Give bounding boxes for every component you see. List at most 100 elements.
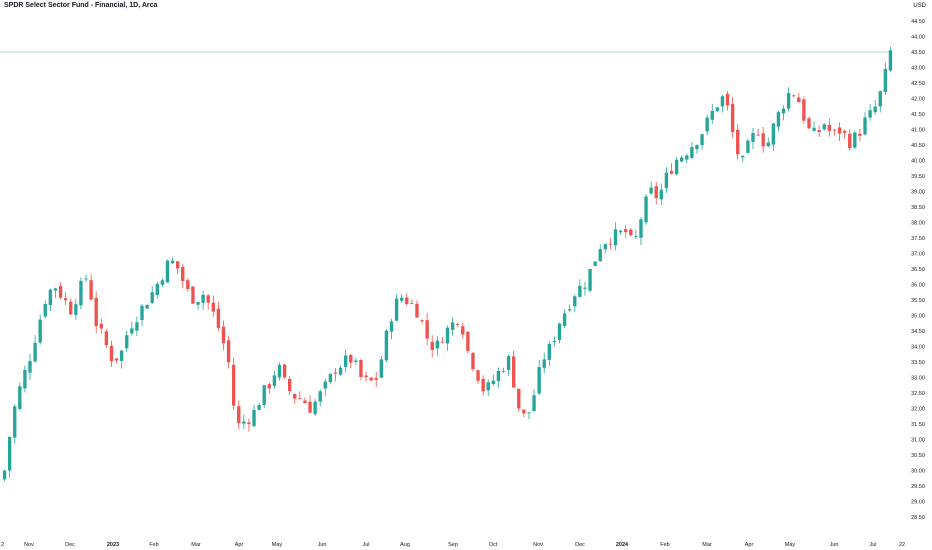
candle-up bbox=[38, 319, 42, 343]
candle-down bbox=[303, 400, 307, 404]
y-tick-label: 34.00 bbox=[911, 345, 925, 351]
candle-down bbox=[293, 394, 297, 399]
candle-down bbox=[669, 170, 674, 174]
candle-up bbox=[74, 304, 78, 315]
candle-up bbox=[252, 410, 256, 427]
candle-down bbox=[802, 99, 806, 121]
candle-down bbox=[282, 364, 287, 378]
candle-up bbox=[583, 287, 587, 289]
candle-down bbox=[608, 243, 613, 245]
candle-down bbox=[58, 286, 63, 298]
candle-up bbox=[155, 283, 159, 296]
candle-down bbox=[186, 280, 190, 289]
x-tick-label: Jun bbox=[318, 542, 327, 548]
candle-up bbox=[196, 302, 200, 305]
y-tick-label: 42.50 bbox=[911, 81, 925, 87]
candle-up bbox=[552, 340, 557, 343]
candle-down bbox=[359, 360, 363, 377]
candle-down bbox=[369, 377, 373, 381]
y-tick-label: 40.00 bbox=[911, 159, 925, 165]
candle-down bbox=[654, 186, 658, 199]
y-tick-label: 40.50 bbox=[911, 143, 925, 149]
candle-down bbox=[481, 378, 485, 392]
x-tick-label: Jul bbox=[362, 542, 369, 548]
candle-up bbox=[700, 134, 704, 146]
x-tick-label: Nov bbox=[24, 542, 34, 548]
candle-down bbox=[267, 384, 271, 389]
currency-label: USD bbox=[913, 3, 926, 9]
candle-down bbox=[247, 422, 251, 424]
candle-down bbox=[517, 388, 521, 409]
candle-up bbox=[435, 340, 439, 349]
candle-up bbox=[527, 412, 531, 414]
candle-down bbox=[99, 323, 103, 329]
candle-up bbox=[562, 313, 567, 326]
y-tick-label: 36.50 bbox=[911, 267, 925, 273]
candle-down bbox=[440, 341, 445, 343]
candle-up bbox=[613, 229, 618, 246]
y-tick-label: 31.00 bbox=[911, 438, 925, 444]
candle-down bbox=[420, 320, 424, 322]
candle-up bbox=[822, 124, 826, 130]
candle-up bbox=[165, 260, 170, 283]
x-tick-label: Jul bbox=[869, 542, 876, 548]
candle-up bbox=[593, 261, 597, 266]
y-tick-label: 31.50 bbox=[911, 422, 925, 428]
candle-down bbox=[827, 124, 832, 131]
candle-down bbox=[461, 326, 465, 335]
x-tick-label: 2024 bbox=[616, 542, 629, 548]
x-tick-label: Apr bbox=[235, 542, 244, 548]
candle-up bbox=[450, 322, 455, 330]
x-tick-label: Aug bbox=[400, 542, 410, 548]
y-tick-label: 39.00 bbox=[911, 190, 925, 196]
candle-down bbox=[349, 354, 353, 363]
candle-up bbox=[506, 356, 511, 371]
candle-up bbox=[119, 350, 124, 361]
y-tick-label: 32.00 bbox=[911, 407, 925, 413]
candle-up bbox=[399, 297, 404, 301]
candle-up bbox=[542, 359, 546, 368]
x-tick-label: Jun bbox=[830, 542, 839, 548]
chart-title: SPDR Select Sector Fund - Financial, 1D,… bbox=[4, 2, 158, 9]
candle-up bbox=[486, 382, 490, 391]
candle-up bbox=[354, 360, 358, 362]
candle-up bbox=[130, 328, 134, 334]
candle-down bbox=[89, 280, 93, 300]
candle-down bbox=[109, 345, 114, 362]
candle-up bbox=[863, 117, 867, 135]
candle-up bbox=[776, 112, 781, 127]
candle-up bbox=[323, 381, 327, 389]
x-tick-label: Feb bbox=[149, 542, 158, 548]
candle-down bbox=[797, 97, 801, 103]
x-tick-label: Nov bbox=[533, 542, 543, 548]
x-tick-label: Sep bbox=[448, 542, 458, 548]
candle-up bbox=[491, 380, 496, 384]
candle-down bbox=[456, 323, 460, 325]
candle-down bbox=[430, 341, 434, 350]
candle-down bbox=[63, 298, 68, 301]
candle-down bbox=[425, 320, 429, 339]
candle-up bbox=[878, 91, 882, 107]
y-tick-label: 44.50 bbox=[911, 19, 925, 25]
y-tick-label: 41.50 bbox=[911, 112, 925, 118]
y-tick-label: 32.50 bbox=[911, 391, 925, 397]
candle-up bbox=[710, 110, 714, 120]
candle-up bbox=[84, 278, 88, 280]
candle-up bbox=[705, 117, 709, 132]
candle-up bbox=[715, 107, 720, 112]
candle-up bbox=[812, 127, 816, 131]
candle-up bbox=[33, 342, 37, 362]
x-tick-label: May bbox=[272, 542, 283, 548]
candle-down bbox=[832, 129, 837, 131]
candle-up bbox=[751, 132, 755, 143]
candle-down bbox=[287, 378, 292, 392]
candle-up bbox=[277, 364, 282, 378]
candle-up bbox=[720, 96, 725, 107]
candle-down bbox=[211, 302, 215, 312]
candle-up bbox=[568, 309, 572, 311]
candle-up bbox=[328, 373, 333, 383]
candle-up bbox=[125, 335, 129, 349]
candle-down bbox=[175, 261, 180, 269]
candle-down bbox=[206, 295, 210, 303]
